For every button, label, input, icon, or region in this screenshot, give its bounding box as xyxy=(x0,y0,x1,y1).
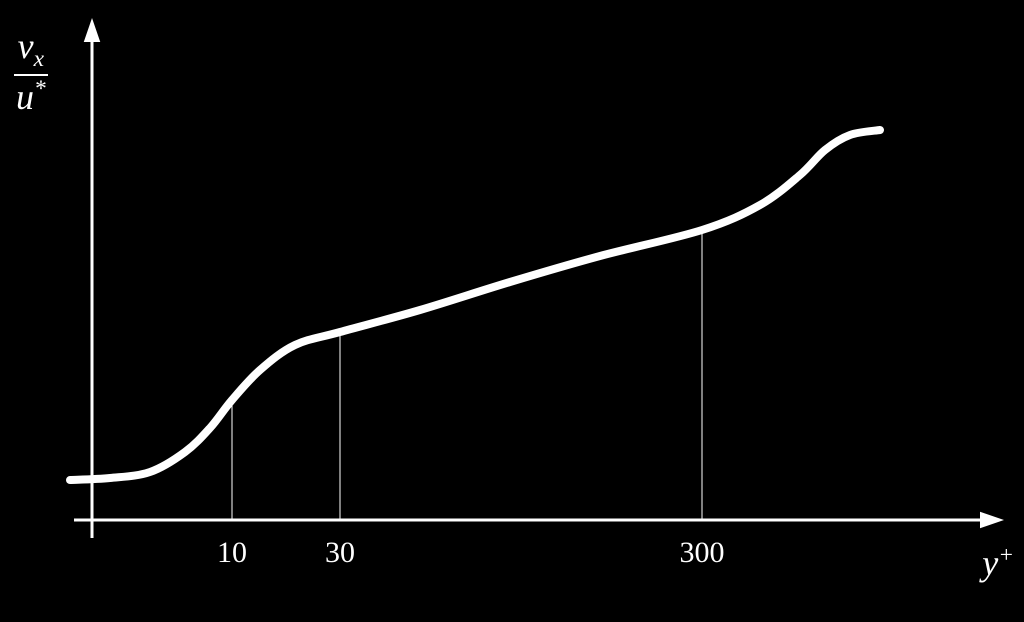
velocity-profile-curve xyxy=(70,130,880,480)
y-label-num-sub: x xyxy=(34,46,44,72)
y-label-den-var: u xyxy=(16,77,34,117)
x-label-var: y xyxy=(982,543,998,583)
x-label-sup: + xyxy=(998,542,1014,568)
y-label-num-var: v xyxy=(18,26,34,66)
x-tick-label: 10 xyxy=(217,536,247,570)
x-axis-label: y+ xyxy=(982,544,1014,581)
chart-canvas: vx u* y+ 10 30 300 xyxy=(0,0,1024,622)
x-tick-label: 30 xyxy=(325,536,355,570)
y-axis-label: vx u* xyxy=(14,28,48,115)
chart-svg xyxy=(0,0,1024,622)
x-tick-label: 300 xyxy=(680,536,725,570)
y-label-den-sup: * xyxy=(34,76,46,102)
